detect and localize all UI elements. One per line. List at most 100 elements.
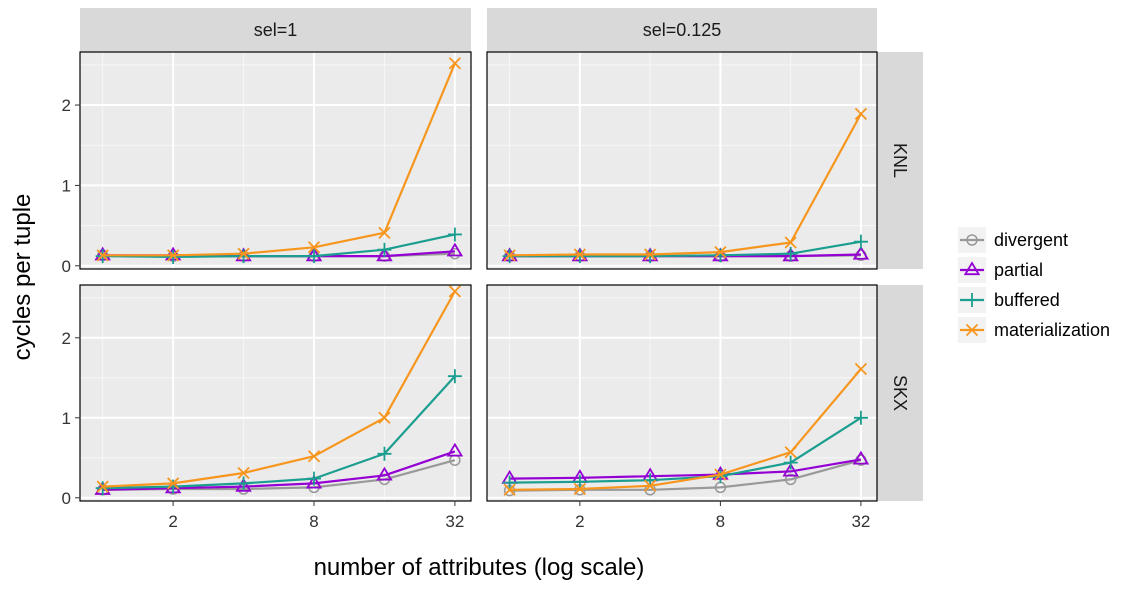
- marker-triangle: [376, 247, 393, 262]
- marker-x: [784, 446, 797, 459]
- series-line-buffered: [102, 233, 456, 258]
- y-tick-label: 1: [62, 409, 71, 428]
- legend-label: divergent: [994, 230, 1068, 250]
- marker-plus: [783, 455, 798, 470]
- panel-background: [80, 285, 471, 501]
- y-tick-label: 0: [62, 489, 71, 508]
- marker-triangle: [852, 245, 870, 260]
- data-point-buffered: [783, 455, 798, 470]
- marker-plus: [502, 475, 517, 490]
- x-tick-label: 32: [445, 512, 464, 531]
- marker-plus: [95, 481, 110, 496]
- marker-plus: [377, 242, 392, 257]
- marker-plus: [572, 249, 587, 264]
- data-point-materialization: [714, 245, 727, 259]
- facet-label-column: sel=0.125: [643, 20, 722, 40]
- marker-triangle: [852, 450, 870, 465]
- data-point-materialization: [96, 480, 109, 493]
- series-line-buffered: [509, 416, 862, 484]
- marker-x: [237, 466, 250, 480]
- panel-background: [80, 52, 471, 269]
- legend-item-materialization: materialization: [958, 317, 1110, 343]
- y-tick-label: 2: [62, 329, 71, 348]
- marker-circle: [966, 234, 978, 246]
- marker-plus: [377, 446, 392, 461]
- marker-x: [307, 450, 321, 463]
- marker-x: [237, 247, 250, 260]
- data-point-buffered: [853, 234, 868, 249]
- data-point-materialization: [503, 249, 516, 262]
- data-point-buffered: [572, 474, 587, 489]
- series-line-materialization: [102, 290, 456, 488]
- marker-x: [854, 107, 868, 121]
- legend-item-divergent: divergent: [958, 227, 1068, 253]
- marker-x: [378, 226, 391, 239]
- marker-plus: [307, 471, 321, 486]
- marker-triangle: [376, 466, 393, 481]
- series-line-partial: [102, 450, 456, 491]
- data-point-materialization: [166, 477, 180, 490]
- legend-label: partial: [994, 260, 1043, 280]
- data-point-buffered: [447, 369, 462, 384]
- marker-plus: [447, 369, 462, 384]
- data-point-partial: [305, 474, 323, 489]
- legend-key-marker: [965, 323, 979, 337]
- legend-item-buffered: buffered: [958, 287, 1060, 313]
- panel-border: [79, 284, 472, 502]
- marker-x: [854, 362, 868, 376]
- facet-label-column: sel=1: [254, 20, 298, 40]
- data-point-materialization: [448, 285, 462, 298]
- data-point-buffered: [307, 471, 321, 486]
- marker-plus: [853, 410, 868, 425]
- data-point-buffered: [95, 481, 110, 496]
- marker-plus: [713, 248, 728, 263]
- facet-strip-row: [877, 285, 923, 501]
- data-point-partial: [852, 245, 870, 260]
- x-tick-label: 2: [575, 512, 584, 531]
- legend-label: materialization: [994, 320, 1110, 340]
- facet-panel: [79, 51, 472, 270]
- data-point-partial: [446, 242, 464, 257]
- data-point-materialization: [237, 247, 250, 260]
- data-point-partial: [376, 247, 393, 262]
- marker-x: [714, 245, 727, 259]
- marker-x: [644, 479, 657, 492]
- data-point-materialization: [573, 482, 587, 496]
- legend-item-partial: partial: [958, 257, 1043, 283]
- data-point-materialization: [644, 248, 657, 261]
- panel-border: [79, 51, 472, 270]
- marker-x: [378, 411, 391, 424]
- data-point-buffered: [853, 410, 868, 425]
- data-point-partial: [235, 477, 252, 492]
- marker-plus: [166, 479, 181, 494]
- data-point-materialization: [307, 241, 321, 254]
- data-point-buffered: [447, 227, 462, 242]
- legend: divergent partial buffered materialization: [958, 227, 1110, 343]
- x-tick-label: 2: [168, 512, 177, 531]
- marker-triangle: [446, 242, 464, 257]
- data-point-materialization: [307, 450, 321, 463]
- legend-key-marker: [963, 261, 981, 276]
- facet-panel: [486, 284, 878, 502]
- marker-triangle: [446, 442, 464, 457]
- marker-plus: [572, 474, 587, 489]
- marker-x: [573, 248, 587, 261]
- data-point-materialization: [378, 411, 391, 424]
- data-point-buffered: [307, 249, 321, 264]
- marker-plus: [853, 234, 868, 249]
- data-point-materialization: [784, 446, 797, 459]
- data-point-buffered: [166, 249, 181, 264]
- data-point-materialization: [854, 107, 868, 121]
- marker-plus: [783, 246, 798, 261]
- series-line-materialization: [509, 113, 862, 257]
- marker-x: [784, 236, 797, 249]
- data-point-materialization: [573, 248, 587, 261]
- data-point-partial: [376, 466, 393, 481]
- data-point-buffered: [236, 476, 251, 491]
- legend-key-marker: [965, 293, 979, 307]
- data-point-buffered: [643, 249, 658, 264]
- series-line-materialization: [509, 368, 862, 491]
- data-point-materialization: [166, 249, 180, 262]
- marker-x: [166, 249, 180, 262]
- data-point-buffered: [572, 249, 587, 264]
